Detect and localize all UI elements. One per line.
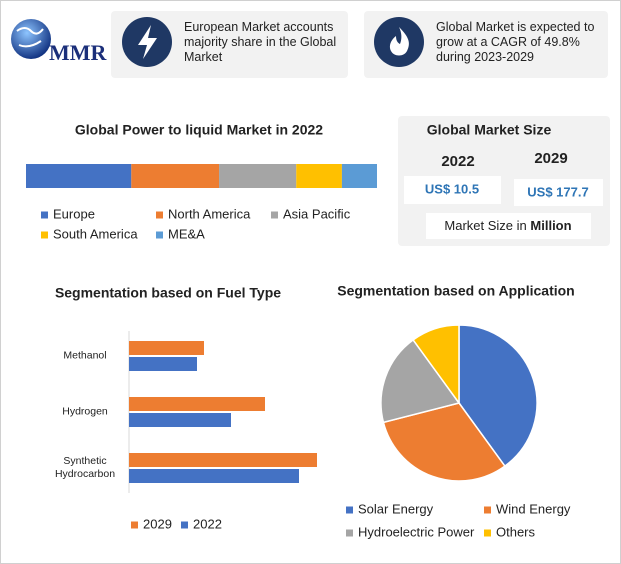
legend-label: Solar Energy xyxy=(358,501,434,516)
pie-slice xyxy=(412,324,460,406)
bar-segment xyxy=(341,164,377,188)
legend-swatch xyxy=(156,231,163,239)
market-value: US$ 10.5 xyxy=(425,181,479,196)
pie-slice xyxy=(382,402,506,482)
year: 2029 xyxy=(534,150,567,167)
legend-swatch xyxy=(181,521,188,529)
note-box xyxy=(111,11,348,78)
legend-swatch xyxy=(156,211,163,219)
legend-label: Others xyxy=(496,524,536,539)
legend-label: Europe xyxy=(53,206,95,221)
bar xyxy=(129,357,197,371)
pie-slice xyxy=(458,324,538,468)
bar-segment xyxy=(26,164,132,188)
y-tick-label: Hydrogen xyxy=(62,405,108,418)
legend-swatch xyxy=(131,521,138,529)
legend-swatch xyxy=(484,529,491,537)
bar xyxy=(129,341,204,355)
legend-swatch xyxy=(41,211,48,219)
chart-title: Segmentation based on Application xyxy=(337,283,575,299)
note-box xyxy=(364,11,608,78)
legend-label: Asia Pacific xyxy=(283,206,351,221)
pie-slice xyxy=(380,338,461,424)
legend-label: 2022 xyxy=(193,516,222,531)
note-text: European Market accounts majority share … xyxy=(184,20,337,64)
bar xyxy=(129,413,231,427)
note-text: Global Market is expected to grow at a C… xyxy=(436,20,595,64)
legend-swatch xyxy=(346,506,353,514)
legend-label: 2029 xyxy=(143,516,172,531)
footer: Market Size in Million xyxy=(444,218,571,233)
flame-icon xyxy=(389,27,409,56)
panel-title: Global Market Size xyxy=(427,122,552,138)
year: 2022 xyxy=(441,153,474,170)
bar-segment xyxy=(296,164,342,188)
chart-title: Segmentation based on Fuel Type xyxy=(55,285,281,301)
bar xyxy=(129,453,317,467)
legend-label: Wind Energy xyxy=(496,501,571,516)
legend-swatch xyxy=(271,211,278,219)
note-icon xyxy=(374,17,424,67)
value-box xyxy=(404,176,501,204)
bar xyxy=(129,397,265,411)
logo-text: MMR xyxy=(49,40,108,65)
footer-text: Market Size in xyxy=(444,218,526,233)
legend-label: Hydroelectric Power xyxy=(358,524,475,539)
legend-label: North America xyxy=(168,206,251,221)
footer-unit: Million xyxy=(530,218,571,233)
legend-swatch xyxy=(346,529,353,537)
legend-label: ME&A xyxy=(168,226,205,241)
legend-swatch xyxy=(484,506,491,514)
y-tick-label: Methanol xyxy=(63,349,107,362)
legend-label: South America xyxy=(53,226,138,241)
bar xyxy=(129,469,299,483)
y-tick-label: Synthetic Hydrocarbon xyxy=(54,455,116,480)
bar-segment xyxy=(131,164,220,188)
logo-globe xyxy=(11,19,51,59)
footer-box xyxy=(426,213,591,239)
bolt-icon xyxy=(138,25,157,59)
market-value: US$ 177.7 xyxy=(527,184,588,199)
chart-title: Global Power to liquid Market in 2022 xyxy=(75,122,323,138)
legend-swatch xyxy=(41,231,48,239)
value-box xyxy=(514,179,603,206)
bar-segment xyxy=(219,164,297,188)
logo-swoosh xyxy=(16,27,44,48)
